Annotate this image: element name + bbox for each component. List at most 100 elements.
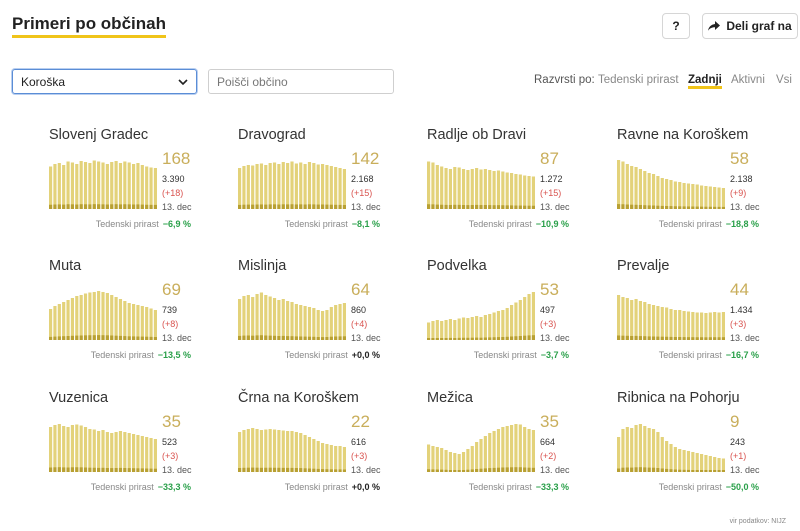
- trend-bar: [444, 450, 448, 472]
- trend-bar-new: [307, 336, 312, 340]
- trend-bar-new: [316, 337, 320, 340]
- municipality-card[interactable]: Črna na Koroškem 22 616 (+3) 13. dec Tedenski…: [238, 390, 428, 500]
- trend-bar: [105, 432, 109, 472]
- trend-bar-new: [435, 204, 439, 209]
- trend-bar-new: [651, 467, 656, 472]
- latest-date: 13. dec: [162, 465, 192, 475]
- trend-bar-new: [114, 468, 118, 472]
- share-button[interactable]: Deli graf na: [702, 13, 798, 39]
- total-cases: 243: [730, 437, 746, 447]
- trend-bar-new: [717, 206, 721, 209]
- trend-bar: [660, 437, 664, 472]
- trend-bar-new: [334, 469, 338, 472]
- trend-bar: [286, 163, 290, 209]
- municipality-card[interactable]: Mislinja 64 860 (+4) 13. dec Tedenski prirast…: [238, 258, 428, 368]
- trend-bar: [514, 424, 518, 472]
- trend-bar-new: [647, 336, 651, 340]
- trend-bar: [325, 444, 329, 472]
- trend-bar: [294, 432, 298, 472]
- municipality-card[interactable]: Ribnica na Pohorju 9 243 (+1) 13. dec Tedensk…: [617, 390, 800, 500]
- trend-bar-new: [660, 336, 664, 340]
- trend-bar: [131, 434, 136, 472]
- municipality-card[interactable]: Ravne na Koroškem 58 2.138 (+9) 13. dec Teden…: [617, 127, 800, 237]
- trend-bar: [440, 166, 444, 209]
- municipality-card[interactable]: Dravograd 142 2.168 (+15) 13. dec Tedenski pr…: [238, 127, 428, 237]
- municipality-card[interactable]: Radlje ob Dravi 87 1.272 (+15) 13. dec Tedens…: [427, 127, 617, 237]
- municipality-search-input[interactable]: [208, 69, 394, 94]
- trend-bar: [531, 292, 535, 340]
- trend-bar: [509, 173, 514, 209]
- trend-bar-new: [320, 337, 325, 340]
- trend-bar: [527, 429, 531, 472]
- trend-bar: [131, 164, 136, 209]
- trend-bar-new: [97, 204, 101, 209]
- trend-bar: [127, 162, 131, 209]
- trend-bar: [88, 163, 92, 209]
- trend-bar-new: [264, 335, 268, 340]
- municipality-card[interactable]: Vuzenica 35 523 (+3) 13. dec Tedenski prirast…: [49, 390, 239, 500]
- help-button[interactable]: ?: [662, 13, 690, 39]
- daily-delta: (+15): [540, 188, 562, 198]
- trend-bar: [448, 319, 453, 340]
- trend-bar: [708, 456, 712, 472]
- trend-bar: [651, 429, 656, 472]
- trend-bar: [431, 321, 435, 340]
- sort-option-weekly-growth[interactable]: Tedenski prirast: [598, 74, 679, 86]
- trend-bar-new: [496, 205, 501, 209]
- trend-bar: [66, 300, 70, 340]
- trend-bar-new: [638, 336, 643, 340]
- trend-bar: [505, 426, 509, 472]
- trend-bar-new: [634, 335, 638, 340]
- trend-bar: [717, 458, 721, 472]
- trend-bar: [272, 162, 277, 209]
- latest-cases: 69: [162, 280, 181, 299]
- sort-option-all[interactable]: Vsi: [776, 74, 792, 86]
- trend-bar: [691, 312, 695, 340]
- trend-bar-new: [299, 204, 303, 209]
- trend-bar: [448, 452, 453, 472]
- trend-bar-new: [466, 337, 470, 340]
- trend-bar: [665, 307, 669, 340]
- trend-bar-new: [531, 467, 535, 472]
- trend-bar: [145, 166, 149, 209]
- trend-bar-new: [334, 204, 338, 209]
- trend-bar-new: [290, 204, 294, 209]
- municipality-card[interactable]: Podvelka 53 497 (+3) 13. dec Tedenski prirast…: [427, 258, 617, 368]
- trend-bar: [691, 184, 695, 209]
- trend-bar-new: [625, 335, 629, 340]
- trend-bar-new: [625, 204, 629, 209]
- municipality-card[interactable]: Slovenj Gradec 168 3.390 (+18) 13. dec Tedens…: [49, 127, 239, 237]
- trend-bar: [303, 435, 307, 472]
- trend-bar-new: [334, 336, 338, 340]
- trend-bar: [92, 160, 96, 209]
- region-select[interactable]: Koroška: [12, 69, 197, 94]
- trend-bar: [717, 187, 721, 209]
- trend-bar: [92, 429, 96, 472]
- municipality-card[interactable]: Prevalje 44 1.434 (+3) 13. dec Tedenski prira…: [617, 258, 800, 368]
- trend-bar-new: [242, 335, 246, 340]
- trend-bar-new: [294, 468, 298, 472]
- municipality-card[interactable]: Muta 69 739 (+8) 13. dec Tedenski prirast −13,…: [49, 258, 239, 368]
- trend-bar: [79, 425, 83, 472]
- trend-bar-new: [294, 204, 298, 209]
- trend-bar-new: [514, 467, 518, 472]
- weekly-growth-label: Tedenski prirast: [473, 350, 537, 360]
- trend-bar-new: [453, 470, 457, 472]
- trend-bar-new: [242, 204, 246, 209]
- trend-bar-new: [523, 205, 527, 209]
- trend-bar-new: [509, 467, 514, 472]
- trend-bar: [643, 302, 647, 340]
- sort-option-latest[interactable]: Zadnji: [688, 74, 722, 89]
- sort-option-active[interactable]: Aktivni: [731, 74, 765, 86]
- trend-bar: [153, 439, 157, 472]
- weekly-growth: Tedenski prirast −18,8 %: [659, 219, 759, 229]
- trend-bar-new: [678, 469, 682, 472]
- trend-bar: [131, 304, 136, 340]
- trend-bar: [630, 428, 634, 472]
- trend-bar-new: [695, 470, 699, 472]
- trend-bar-new: [651, 205, 656, 209]
- municipality-card[interactable]: Mežica 35 664 (+2) 13. dec Tedenski prirast −3…: [427, 390, 617, 500]
- trend-bar: [518, 300, 522, 340]
- trend-bar: [721, 188, 725, 209]
- trend-bar-new: [457, 337, 461, 340]
